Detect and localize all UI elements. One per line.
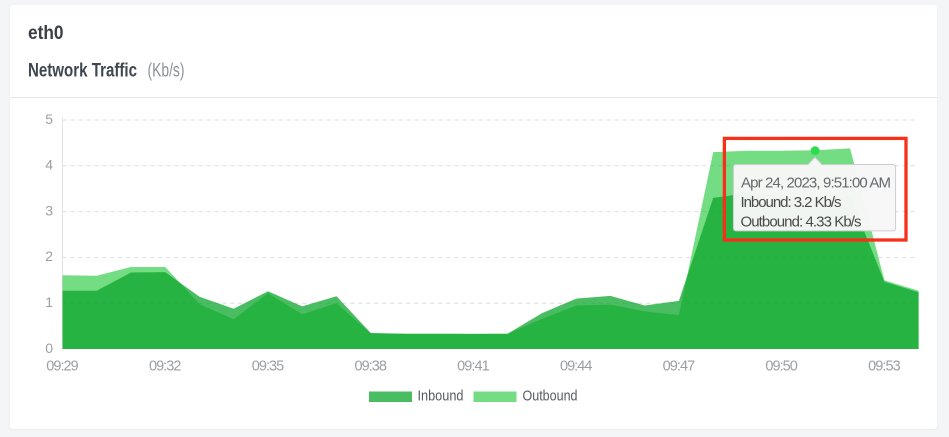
svg-text:4: 4 <box>45 157 53 173</box>
svg-text:0: 0 <box>45 340 53 356</box>
svg-text:09:32: 09:32 <box>149 359 182 375</box>
svg-text:Inbound: Inbound <box>418 388 464 405</box>
svg-text:09:35: 09:35 <box>252 359 285 375</box>
svg-text:Network Traffic: Network Traffic <box>28 60 137 81</box>
svg-text:Inbound: 3.2 Kb/s: Inbound: 3.2 Kb/s <box>741 194 842 211</box>
svg-text:Apr 24, 2023, 9:51:00 AM: Apr 24, 2023, 9:51:00 AM <box>741 174 891 191</box>
svg-text:09:38: 09:38 <box>354 359 387 375</box>
svg-text:3: 3 <box>45 202 53 218</box>
svg-text:2: 2 <box>45 248 53 264</box>
svg-text:09:50: 09:50 <box>765 359 798 375</box>
svg-text:09:41: 09:41 <box>457 359 490 375</box>
svg-text:1: 1 <box>45 294 53 310</box>
svg-text:09:53: 09:53 <box>868 359 901 375</box>
svg-text:(Kb/s): (Kb/s) <box>148 60 185 81</box>
svg-text:09:47: 09:47 <box>663 359 696 375</box>
svg-text:Outbound: Outbound <box>523 388 578 405</box>
svg-text:09:29: 09:29 <box>46 359 79 375</box>
svg-text:5: 5 <box>45 111 53 127</box>
svg-text:eth0: eth0 <box>28 23 64 44</box>
svg-text:09:44: 09:44 <box>560 359 593 375</box>
svg-text:Outbound: 4.33 Kb/s: Outbound: 4.33 Kb/s <box>741 214 862 231</box>
